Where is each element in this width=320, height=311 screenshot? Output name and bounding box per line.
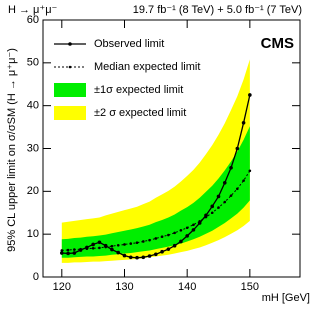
observed-point: [103, 243, 108, 248]
observed-point: [210, 204, 215, 209]
observed-point: [191, 228, 196, 232]
expected-point: [185, 226, 189, 230]
expected-point: [66, 248, 70, 252]
observed-point: [166, 247, 171, 251]
legend-label: Median expected limit: [94, 61, 200, 73]
expected-point: [248, 169, 252, 173]
observed-point: [235, 146, 240, 151]
expected-point: [223, 200, 227, 204]
y-tick-label: 0: [33, 271, 39, 283]
expected-point: [129, 242, 133, 245]
expected-point: [141, 240, 145, 243]
observed-point: [197, 221, 202, 225]
legend-marker: [68, 65, 72, 69]
y-tick-label: 40: [27, 100, 39, 112]
expected-point: [116, 244, 120, 247]
expected-point: [60, 249, 64, 252]
observed-point: [179, 239, 183, 244]
observed-point: [241, 121, 246, 125]
legend-label: ±1σ expected limit: [94, 84, 183, 96]
x-tick-label: 150: [241, 281, 259, 293]
expected-point: [160, 235, 164, 239]
expected-point: [148, 238, 151, 242]
observed-point: [60, 251, 64, 255]
expected-point: [173, 231, 176, 235]
expected-point: [217, 206, 220, 209]
expected-point: [210, 211, 214, 215]
legend-swatch: [54, 106, 86, 120]
expected-point: [73, 248, 76, 251]
x-tick-label: 140: [178, 281, 196, 293]
observed-point: [172, 243, 177, 248]
chart: H → μ⁺μ⁻ 19.7 fb⁻¹ (8 TeV) + 5.0 fb⁻¹ (7…: [6, 4, 310, 304]
y-tick-label: 20: [27, 185, 39, 197]
observed-point: [97, 240, 102, 245]
band: [61, 126, 250, 258]
observed-point: [66, 251, 70, 256]
x-tick-label: 120: [53, 281, 71, 293]
observed-point: [147, 254, 152, 258]
observed-point: [185, 234, 189, 238]
observed-point: [248, 93, 252, 97]
observed-point: [216, 194, 221, 199]
observed-point: [229, 165, 233, 170]
observed-point: [78, 248, 83, 252]
x-axis-label: mH [GeV]: [262, 292, 310, 304]
y-tick-label: 50: [27, 57, 39, 69]
y-tick-label: 30: [27, 142, 39, 154]
observed-point: [160, 249, 164, 254]
expected-point: [91, 247, 95, 250]
observed-point: [222, 180, 227, 185]
observed-point: [116, 250, 121, 255]
observed-point: [91, 242, 95, 247]
expected-point: [110, 244, 114, 248]
header-left: H → μ⁺μ⁻: [8, 4, 58, 16]
observed-point: [128, 255, 133, 260]
expected-point: [123, 243, 126, 246]
expected-point: [135, 241, 139, 245]
expected-point: [154, 237, 158, 240]
observed-point: [141, 255, 146, 260]
expected-point: [167, 233, 170, 237]
x-tick-label: 130: [115, 281, 133, 293]
y-tick-label: 60: [27, 14, 39, 26]
header-right: 19.7 fb⁻¹ (8 TeV) + 5.0 fb⁻¹ (7 TeV): [133, 4, 302, 16]
expected-point: [98, 246, 101, 250]
expected-point: [229, 194, 233, 197]
observed-point: [72, 251, 77, 255]
expected-point: [192, 223, 195, 227]
y-axis-label: 95% CL upper limit on σ/σSM (H → μ⁺μ⁻): [6, 48, 18, 252]
expected-point: [242, 179, 245, 182]
cms-label: CMS: [261, 35, 294, 52]
observed-point: [135, 255, 139, 260]
observed-point: [85, 245, 89, 250]
observed-point: [154, 252, 158, 257]
legend-marker: [68, 42, 72, 46]
legend-swatch: [54, 83, 86, 97]
expected-point: [236, 187, 239, 191]
observed-point: [110, 247, 114, 252]
legend-label: Observed limit: [94, 38, 164, 50]
y-tick-label: 10: [27, 228, 39, 240]
observed-point: [204, 213, 208, 218]
observed-point: [122, 253, 127, 258]
expected-point: [179, 229, 183, 232]
legend-label: ±2 σ expected limit: [94, 107, 186, 119]
